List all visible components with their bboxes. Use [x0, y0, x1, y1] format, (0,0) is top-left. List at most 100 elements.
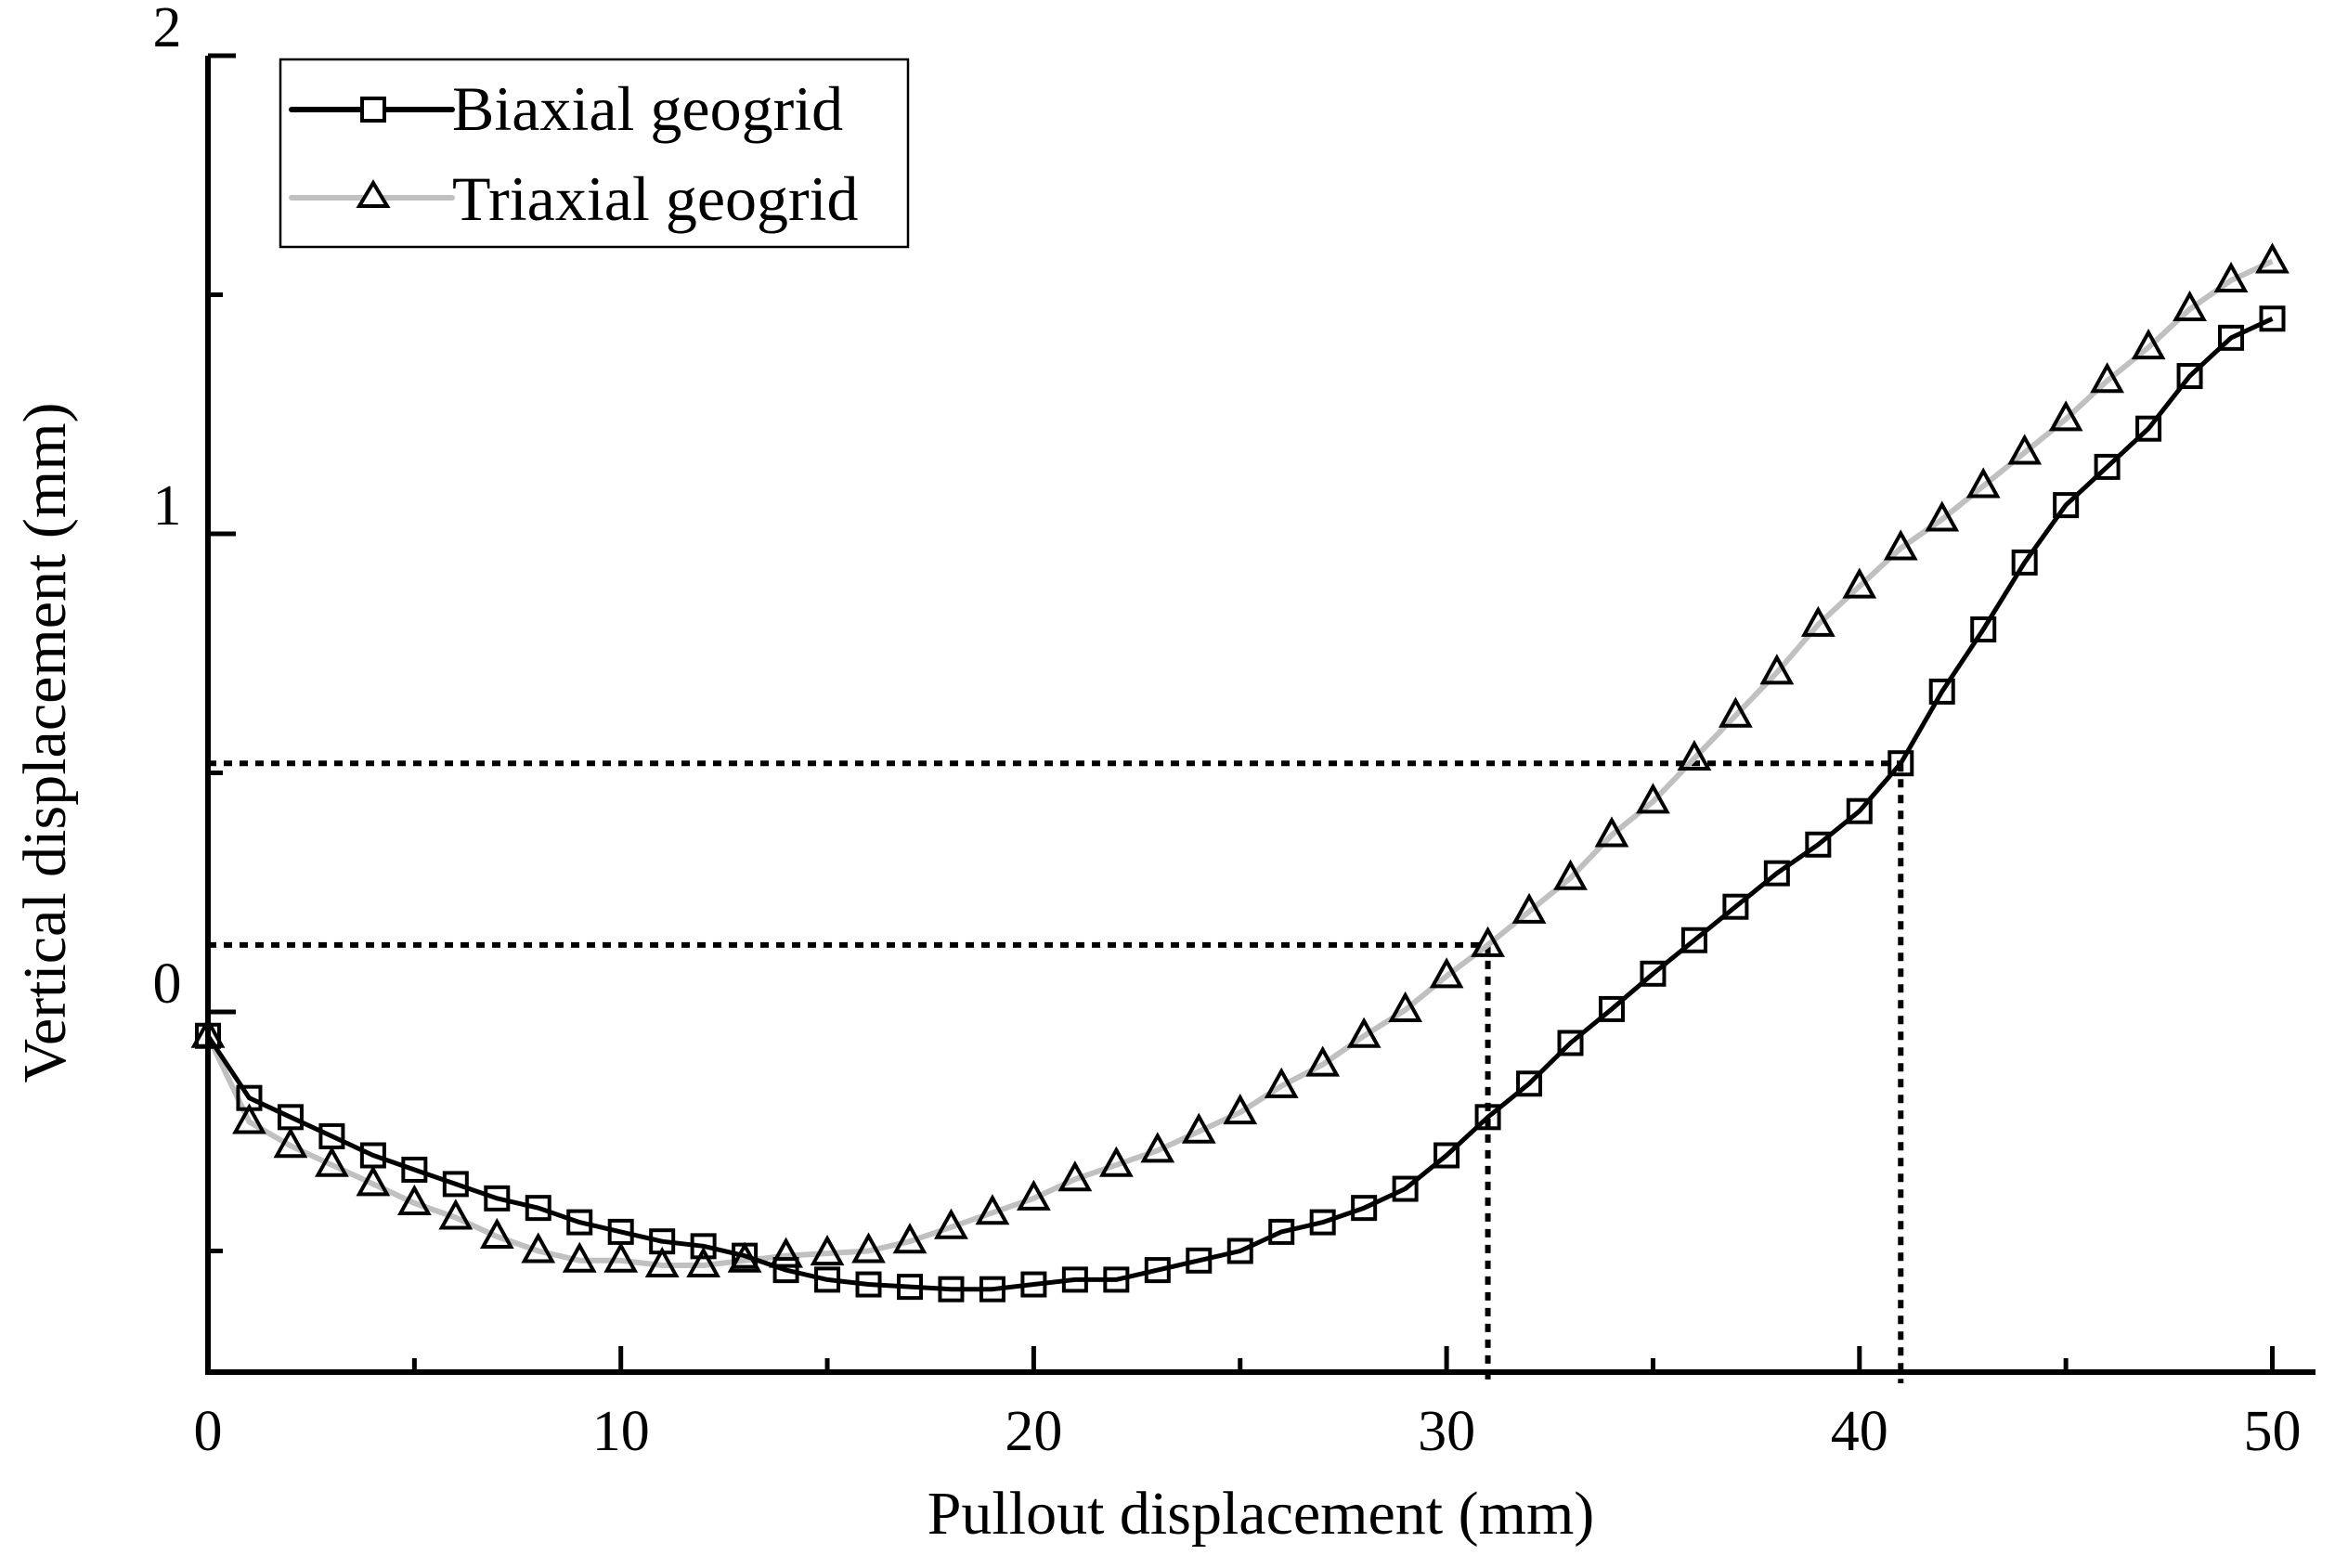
triangle-marker-icon — [1346, 1017, 1382, 1048]
triangle-marker-icon — [1057, 1160, 1093, 1192]
triangle-marker-icon — [1800, 605, 1836, 637]
triangle-marker-icon — [2007, 434, 2043, 465]
x-tick-label: 30 — [1418, 1400, 1475, 1463]
square-marker-icon — [2218, 324, 2245, 351]
square-marker-icon — [566, 1209, 593, 1236]
square-marker-icon — [2259, 305, 2286, 332]
triangle-marker-icon — [603, 1241, 639, 1273]
triangle-marker-icon — [1759, 654, 1795, 685]
x-tick-label: 10 — [592, 1400, 650, 1463]
square-marker-icon — [1928, 678, 1955, 705]
triangle-marker-icon — [273, 1127, 308, 1159]
square-marker-icon — [1722, 893, 1749, 920]
triangle-marker-icon — [2048, 400, 2083, 432]
square-marker-icon — [1351, 1195, 1378, 1222]
triangle-marker-icon — [1017, 1179, 1051, 1211]
triangle-marker-icon — [1594, 816, 1629, 848]
triangle-marker-icon — [2090, 362, 2125, 394]
square-marker-icon — [2053, 492, 2080, 519]
legend-label-biaxial: Biaxial geogrid — [452, 73, 843, 144]
triangle-marker-icon — [232, 1103, 266, 1134]
triangle-marker-icon — [810, 1234, 845, 1266]
square-marker-icon — [1392, 1175, 1419, 1202]
square-marker-icon — [855, 1271, 882, 1298]
square-marker-icon — [1144, 1257, 1171, 1284]
x-tick-label: 20 — [1005, 1400, 1062, 1463]
square-marker-icon — [1516, 1070, 1543, 1097]
triangle-marker-icon — [1388, 991, 1423, 1022]
triangle-marker-icon — [975, 1194, 1010, 1225]
square-marker-icon — [1805, 831, 1832, 858]
square-marker-icon — [1763, 860, 1790, 887]
triangle-marker-icon — [851, 1232, 886, 1263]
square-marker-icon — [484, 1185, 511, 1212]
triangle-marker-icon — [1511, 892, 1547, 924]
square-marker-icon — [318, 1122, 345, 1149]
axes — [205, 53, 2316, 1375]
triangle-marker-icon — [1471, 926, 1505, 957]
triangle-marker-icon — [686, 1246, 721, 1277]
triangle-marker-icon — [892, 1223, 928, 1254]
square-marker-icon — [401, 1156, 428, 1183]
triangle-marker-icon — [315, 1146, 349, 1177]
triangle-marker-icon — [1181, 1112, 1216, 1144]
y-tick-label: 1 — [153, 474, 182, 538]
square-marker-icon — [649, 1228, 676, 1255]
square-marker-icon — [1598, 995, 1625, 1022]
triangle-marker-icon — [356, 1165, 391, 1197]
triangle-marker-icon — [1842, 567, 1877, 599]
triangle-marker-icon — [2131, 329, 2166, 360]
square-marker-icon — [1226, 1238, 1253, 1264]
dotted-guide-lines — [208, 760, 1904, 1383]
square-marker-icon — [1887, 750, 1914, 777]
y-tick-label: 2 — [153, 0, 182, 59]
square-marker-icon — [360, 97, 386, 123]
series-line — [205, 317, 2274, 1292]
triangle-marker-icon — [396, 1184, 432, 1215]
legend-item-triaxial: Triaxial geogrid — [289, 163, 859, 234]
triangle-marker-icon — [1925, 500, 1960, 532]
triangle-marker-icon — [562, 1241, 597, 1273]
triangle-marker-icon — [1965, 467, 2001, 499]
square-marker-icon — [277, 1104, 304, 1131]
x-tick-label: 40 — [1831, 1400, 1888, 1463]
x-tick-label: 0 — [194, 1400, 223, 1463]
square-marker-icon — [2135, 415, 2162, 442]
triangle-marker-icon — [438, 1199, 473, 1230]
triangle-marker-icon — [2213, 261, 2249, 293]
series-layer — [190, 242, 2290, 1302]
square-marker-icon — [1103, 1266, 1130, 1293]
y-tick-label: 0 — [153, 952, 182, 1016]
triangle-marker-icon — [934, 1208, 968, 1239]
triangle-marker-icon — [1883, 529, 1918, 561]
triangle-marker-icon — [1636, 783, 1670, 814]
legend-label-triaxial: Triaxial geogrid — [452, 163, 859, 234]
square-marker-icon — [772, 1257, 799, 1284]
legend: Biaxial geogrid Triaxial geogrid — [279, 58, 910, 249]
square-marker-icon — [814, 1266, 841, 1293]
triangle-marker-icon — [1553, 859, 1588, 890]
triangle-marker-icon — [1429, 957, 1464, 989]
square-marker-icon — [2011, 549, 2038, 576]
triangle-marker-icon — [644, 1246, 680, 1277]
square-marker-icon — [1846, 797, 1873, 824]
triangle-marker-icon — [479, 1217, 514, 1250]
triangle-marker-icon — [1677, 739, 1712, 771]
square-marker-icon — [236, 1084, 263, 1111]
triangle-marker-icon — [1264, 1067, 1299, 1098]
triangle-marker-icon — [1305, 1045, 1341, 1077]
x-tick-label: 50 — [2244, 1400, 2302, 1463]
square-marker-icon — [732, 1242, 759, 1269]
triangle-marker-icon — [2173, 290, 2207, 321]
triangle-marker-icon — [2255, 242, 2290, 274]
square-marker-icon — [1020, 1271, 1047, 1298]
triangle-marker-icon — [356, 179, 391, 208]
square-marker-icon — [690, 1233, 717, 1260]
square-marker-icon — [525, 1195, 551, 1222]
square-marker-icon — [2094, 453, 2121, 480]
square-marker-icon — [938, 1276, 965, 1302]
series-triaxial — [190, 242, 2290, 1277]
square-marker-icon — [2176, 363, 2203, 390]
square-marker-icon — [1309, 1209, 1336, 1236]
